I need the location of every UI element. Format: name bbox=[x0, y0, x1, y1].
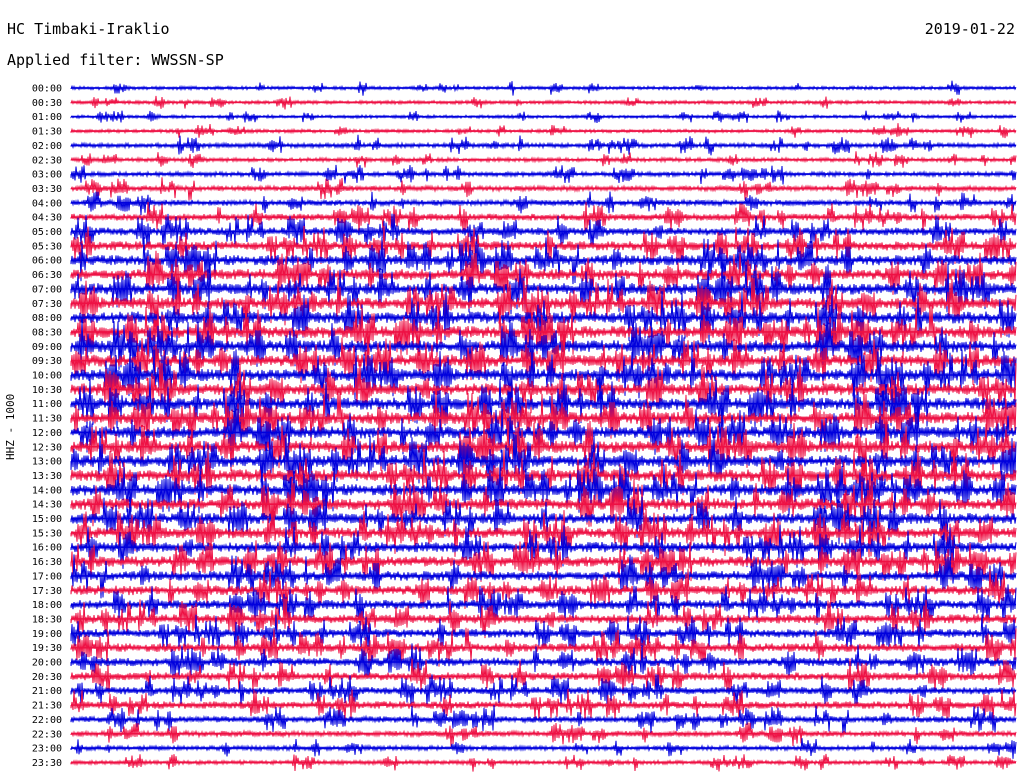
row-label-1900: 19:00 bbox=[32, 629, 62, 640]
row-label-1330: 13:30 bbox=[32, 471, 62, 482]
trace-1230 bbox=[70, 417, 1017, 474]
row-label-1930: 19:30 bbox=[32, 643, 62, 654]
row-label-0130: 01:30 bbox=[32, 127, 62, 138]
trace-1630 bbox=[70, 540, 1017, 585]
row-label-0930: 09:30 bbox=[32, 356, 62, 367]
row-label-2330: 23:30 bbox=[32, 758, 62, 769]
row-label-1100: 11:00 bbox=[32, 399, 62, 410]
row-label-0330: 03:30 bbox=[32, 184, 62, 195]
row-label-0900: 09:00 bbox=[32, 342, 62, 353]
date-label: 2019-01-22 bbox=[924, 20, 1015, 38]
trace-1400 bbox=[70, 464, 1017, 517]
trace-1000 bbox=[70, 346, 1017, 402]
trace-1130 bbox=[70, 390, 1017, 446]
row-label-1030: 10:30 bbox=[32, 385, 62, 396]
trace-1830 bbox=[70, 598, 1017, 639]
row-label-1430: 14:30 bbox=[32, 500, 62, 511]
trace-2030 bbox=[70, 658, 1017, 696]
row-label-2300: 23:00 bbox=[32, 744, 62, 755]
row-label-0630: 06:30 bbox=[32, 270, 62, 281]
trace-0630 bbox=[70, 250, 1017, 300]
row-label-0730: 07:30 bbox=[32, 299, 62, 310]
row-label-0400: 04:00 bbox=[32, 198, 62, 209]
row-label-1730: 17:30 bbox=[32, 586, 62, 597]
seismic-traces bbox=[70, 80, 1017, 772]
row-label-0530: 05:30 bbox=[32, 241, 62, 252]
row-label-1230: 12:30 bbox=[32, 442, 62, 453]
row-label-0800: 08:00 bbox=[32, 313, 62, 324]
row-label-0830: 08:30 bbox=[32, 327, 62, 338]
row-label-1130: 11:30 bbox=[32, 414, 62, 425]
row-label-0230: 02:30 bbox=[32, 155, 62, 166]
row-time-labels: 00:00 00:30 01:00 01:30 02:00 02:30 03:00 03:30… bbox=[32, 84, 62, 769]
row-label-0600: 06:00 bbox=[32, 256, 62, 267]
row-label-1530: 15:30 bbox=[32, 528, 62, 539]
row-label-0500: 05:00 bbox=[32, 227, 62, 238]
row-label-0700: 07:00 bbox=[32, 284, 62, 295]
row-label-2030: 20:30 bbox=[32, 672, 62, 683]
trace-1200 bbox=[70, 405, 1017, 459]
row-label-1630: 16:30 bbox=[32, 557, 62, 568]
row-label-0030: 00:30 bbox=[32, 98, 62, 109]
row-label-0100: 01:00 bbox=[32, 112, 62, 123]
row-label-0300: 03:00 bbox=[32, 170, 62, 181]
trace-2300 bbox=[70, 738, 1017, 759]
row-label-2230: 22:30 bbox=[32, 729, 62, 740]
trace-1530 bbox=[70, 508, 1017, 559]
station-title: HC Timbaki-Iraklio bbox=[7, 20, 170, 38]
row-label-1800: 18:00 bbox=[32, 600, 62, 611]
row-label-1400: 14:00 bbox=[32, 485, 62, 496]
row-label-2200: 22:00 bbox=[32, 715, 62, 726]
trace-0800 bbox=[70, 291, 1017, 343]
row-label-1700: 17:00 bbox=[32, 571, 62, 582]
trace-2000 bbox=[70, 643, 1017, 679]
row-label-1200: 12:00 bbox=[32, 428, 62, 439]
trace-0730 bbox=[70, 276, 1017, 329]
row-label-2130: 21:30 bbox=[32, 701, 62, 712]
row-label-0200: 02:00 bbox=[32, 141, 62, 152]
filter-label: Applied filter: WWSSN-SP bbox=[7, 51, 224, 69]
row-label-2100: 21:00 bbox=[32, 686, 62, 697]
row-label-1300: 13:00 bbox=[32, 457, 62, 468]
row-label-0430: 04:30 bbox=[32, 213, 62, 224]
row-label-1000: 10:00 bbox=[32, 371, 62, 382]
row-label-1500: 15:00 bbox=[32, 514, 62, 525]
row-label-1830: 18:30 bbox=[32, 614, 62, 625]
row-label-2000: 20:00 bbox=[32, 658, 62, 669]
row-label-0000: 00:00 bbox=[32, 84, 62, 95]
row-label-1600: 16:00 bbox=[32, 543, 62, 554]
